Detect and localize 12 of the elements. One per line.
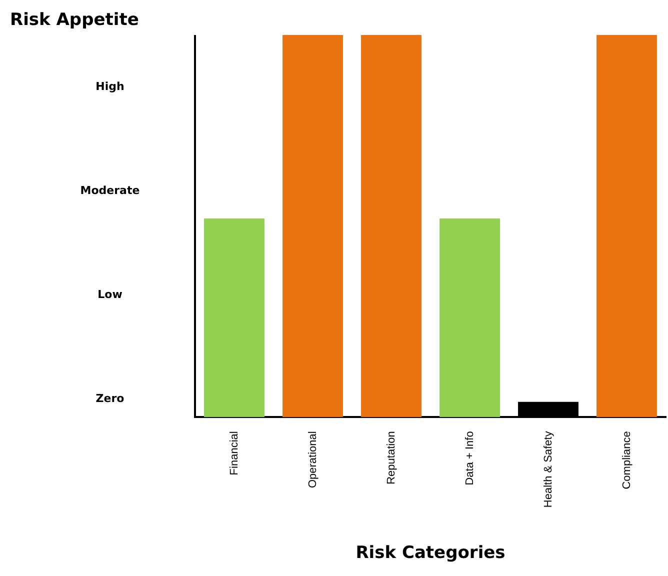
x-tick-label: Health & Safety bbox=[542, 430, 554, 508]
text: Low bbox=[98, 288, 122, 301]
x-tick-label: Operational bbox=[306, 431, 319, 488]
x-axis-title: Risk Categories bbox=[356, 543, 506, 564]
x-tick-label: Compliance bbox=[620, 431, 633, 490]
x-tick-label: Financial bbox=[228, 431, 240, 476]
text: Zero bbox=[96, 392, 125, 406]
x-tick-label: Data + Info bbox=[464, 431, 476, 486]
chart-title: Risk Appetite bbox=[10, 10, 139, 30]
x-tick-label: Reputation bbox=[385, 431, 398, 484]
text: Moderate bbox=[80, 184, 140, 197]
text: High bbox=[96, 80, 124, 93]
